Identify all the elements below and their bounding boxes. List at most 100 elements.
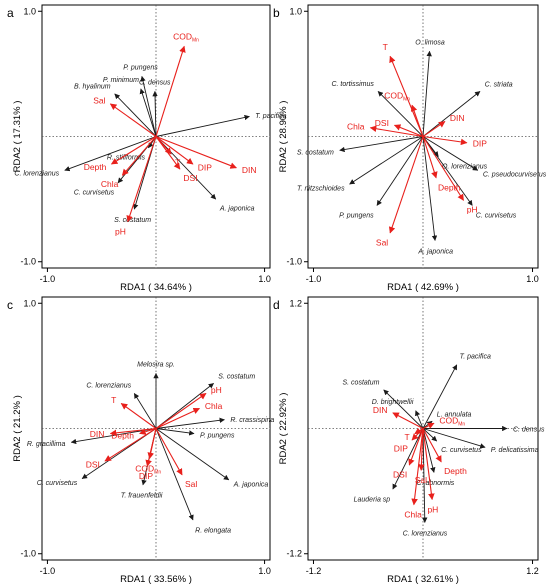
label-text: DIN [450,113,465,123]
label-text: pH [467,204,478,214]
label-text: Depth [84,162,107,172]
species-label: C. striata [485,82,513,89]
panel-c: c -1.0 1.0 -1.0 1.0 RDA1 ( 33.56% ) RDA2 ( 21.… [7,296,274,584]
species-arrow [155,428,194,521]
species-arrow [114,93,157,137]
species-label: T. pacifica [255,113,286,120]
species-label: C. abnormis [417,480,455,487]
env-arrow [369,125,424,138]
y-tick-label: -1.2 [286,549,302,559]
env-label: Chla [101,179,119,189]
env-label: DSI [393,470,407,480]
env-label: CODMn [439,416,465,428]
species-arrow [422,428,436,473]
label-text: R. elongata [195,527,231,534]
label-text: S. costatum [218,374,255,381]
env-arrow [422,121,446,137]
y-axis-label: RDA2 ( 28.90% ) [278,101,289,173]
label-text: C. striata [485,82,513,89]
label-text: P. pungens [339,212,374,219]
species-label: P. pungens [200,432,235,439]
env-label: pH [115,226,126,236]
env-arrow [104,428,157,462]
env-arrow [422,136,438,179]
env-label: DSI [86,459,100,469]
label-text: S. costatum [297,149,334,156]
label-text: T. nitzschioides [297,185,345,192]
env-label: T [111,395,116,405]
env-arrow [155,135,237,169]
env-label: DIP [139,471,154,481]
species-arrow [422,136,479,171]
env-arrow [155,407,201,429]
species-label: S. costatum [297,149,334,156]
panel-letter: a [7,6,14,20]
species-label: C. pseudocurvisetus [483,171,547,178]
label-text: pH [211,385,222,395]
env-arrow [120,403,157,429]
label-text: B. hyalinum [74,84,111,91]
label-text: T [111,395,116,405]
label-text: DSI [183,173,197,183]
panel-letter: b [273,6,280,20]
species-label: R. stiliformis [107,155,146,162]
label-text: R. crassispina [230,417,274,424]
species-arrow [349,136,424,185]
y-axis-label: RDA2 ( 17.31% ) [12,101,23,173]
label-text: DSI [86,459,100,469]
panel-letter: c [7,298,13,312]
label-text: O. lorenzianus [442,163,488,170]
label-text: T. pacifica [460,354,491,361]
env-label: pH [427,504,438,514]
label-text: C. densus [513,427,545,434]
label-text: COD [384,91,403,101]
env-label: DIN [373,405,388,415]
species-label: T. pacifica [460,354,491,361]
env-arrow [411,428,424,441]
env-label: DIP [198,163,213,173]
env-arrow [392,412,424,429]
label-text: COD [173,32,192,42]
env-label: pH [467,204,478,214]
species-arrow [422,136,473,206]
env-label: CODMn [173,32,199,44]
label-text: Sal [93,95,105,105]
species-label: C. lorenzianus [403,530,448,537]
species-arrow [376,136,424,206]
env-arrow [422,428,442,463]
species-label: A. japonica [417,248,453,255]
y-axis-label: RDA2 ( 22.92% ) [278,393,289,465]
species-label: T. frauenfeldii [121,493,163,500]
panel-b: b -1.0 1.0 -1.0 1.0 RDA1 ( 42.69% ) RDA2 ( 28.… [273,4,547,293]
x-axis-label: RDA1 ( 42.69% ) [387,282,459,293]
label-text: A. japonica [219,205,255,212]
label-text: Depth [438,183,461,193]
env-label: DSI [375,118,389,128]
label-text: Sal [185,479,197,489]
y-tick-label: -1.0 [20,549,36,559]
label-text: C. lorenzianus [403,530,448,537]
species-label: C. curvisetus [37,480,78,487]
label-text: T [405,432,410,442]
label-text: Chla [347,122,365,132]
y-tick-label: -1.0 [20,257,36,267]
x-tick-label: -1.0 [40,566,56,576]
y-tick-label: 1.0 [23,298,36,308]
species-arrow [64,136,157,172]
species-label: L. annulata [437,411,472,418]
species-label: Lauderia sp [354,496,391,503]
label-text: DIN [242,165,257,175]
species-arrow [339,136,424,153]
env-arrow [145,428,157,467]
label-text: T. frauenfeldii [121,493,163,500]
label-text: pH [115,226,126,236]
env-arrow [126,136,157,223]
label-text: O. limosa [415,39,445,46]
env-label: Chla [347,122,365,132]
species-label: C. tortissimus [331,81,374,88]
x-axis-label: RDA1 ( 32.61% ) [387,574,459,584]
label-text: DIP [198,163,213,173]
label-text: P. minimum [103,77,139,84]
species-label: A. japonica [233,481,269,488]
